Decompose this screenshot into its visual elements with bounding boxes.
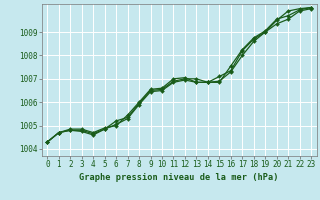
X-axis label: Graphe pression niveau de la mer (hPa): Graphe pression niveau de la mer (hPa) xyxy=(79,173,279,182)
